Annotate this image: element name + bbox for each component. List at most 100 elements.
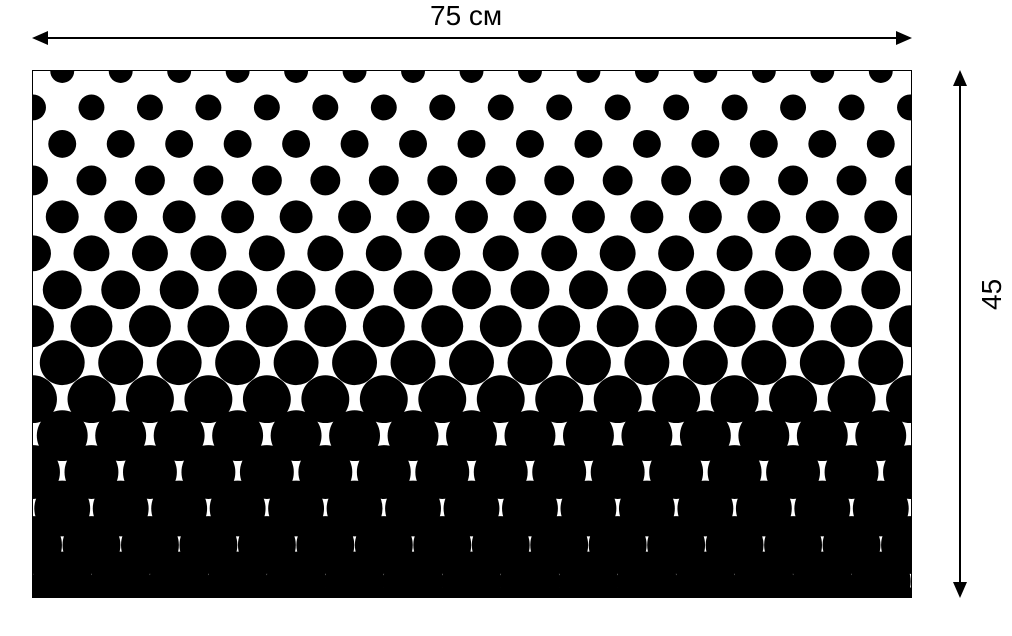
halftone-dot	[867, 130, 895, 158]
halftone-dot	[338, 200, 371, 233]
halftone-dot	[98, 340, 143, 385]
halftone-dot	[312, 95, 338, 121]
halftone-dot	[163, 200, 196, 233]
halftone-dot	[661, 165, 691, 195]
halftone-dot	[861, 270, 900, 309]
halftone-dot	[488, 95, 514, 121]
halftone-dot	[221, 200, 254, 233]
halftone-dot	[689, 200, 722, 233]
halftone-dot	[187, 305, 229, 347]
halftone-dot	[837, 165, 867, 195]
halftone-dot	[341, 130, 369, 158]
halftone-dot	[663, 95, 689, 121]
halftone-dot	[772, 305, 814, 347]
halftone-dot	[427, 165, 457, 195]
halftone-dot	[190, 235, 226, 271]
halftone-dot	[714, 305, 756, 347]
halftone-dot	[397, 200, 430, 233]
halftone-dot	[246, 305, 288, 347]
halftone-dot	[744, 270, 783, 309]
halftone-pattern	[33, 71, 911, 597]
halftone-dot	[508, 340, 553, 385]
halftone-dot	[371, 95, 397, 121]
halftone-dot	[627, 270, 666, 309]
halftone-dot	[780, 95, 806, 121]
halftone-dot	[541, 235, 577, 271]
halftone-dot	[778, 165, 808, 195]
halftone-dot	[869, 71, 893, 83]
halftone-dot	[449, 340, 494, 385]
halftone-dot	[693, 71, 717, 83]
halftone-dot	[399, 130, 427, 158]
halftone-dot	[43, 270, 82, 309]
halftone-dot	[33, 235, 51, 271]
halftone-dot	[226, 71, 250, 83]
halftone-dot	[335, 270, 374, 309]
halftone-dot	[630, 200, 663, 233]
halftone-dot	[366, 235, 402, 271]
halftone-dot	[429, 95, 455, 121]
halftone-dot	[307, 235, 343, 271]
halftone-dot	[686, 270, 725, 309]
halftone-dot	[254, 95, 280, 121]
halftone-dot	[421, 305, 463, 347]
halftone-dot	[808, 130, 836, 158]
halftone-dot	[518, 71, 542, 83]
halftone-dot	[858, 340, 903, 385]
halftone-dot	[71, 305, 113, 347]
halftone-dot	[107, 130, 135, 158]
halftone-dot	[401, 71, 425, 83]
halftone-dot	[574, 130, 602, 158]
halftone-dot	[605, 95, 631, 121]
halftone-dot	[741, 340, 786, 385]
width-dimension-arrow	[32, 28, 912, 48]
halftone-dot	[747, 200, 780, 233]
halftone-dot	[750, 130, 778, 158]
halftone-dot	[77, 165, 107, 195]
halftone-dot	[722, 95, 748, 121]
halftone-dot	[603, 165, 633, 195]
halftone-dot	[195, 95, 221, 121]
halftone-dot	[424, 235, 460, 271]
halftone-dot	[831, 305, 873, 347]
halftone-dot	[538, 305, 580, 347]
halftone-dot	[224, 130, 252, 158]
halftone-dot	[544, 165, 574, 195]
halftone-dot	[775, 235, 811, 271]
halftone-dot	[369, 165, 399, 195]
halftone-dot	[160, 270, 199, 309]
halftone-dot	[167, 71, 191, 83]
halftone-dot	[569, 270, 608, 309]
halftone-dot	[635, 71, 659, 83]
halftone-dot	[803, 270, 842, 309]
halftone-dot	[104, 200, 137, 233]
halftone-dot	[864, 200, 897, 233]
halftone-dot	[576, 71, 600, 83]
diagram-root: 75 см 45 см	[0, 0, 1012, 636]
halftone-dot	[132, 235, 168, 271]
halftone-dot	[252, 165, 282, 195]
halftone-dot	[391, 340, 436, 385]
halftone-dot	[897, 95, 911, 121]
halftone-dot	[566, 340, 611, 385]
halftone-dot	[109, 71, 133, 83]
halftone-dot	[633, 130, 661, 158]
halftone-dot	[215, 340, 260, 385]
height-dimension-label: 45 см	[976, 274, 1012, 310]
halftone-dot	[282, 130, 310, 158]
halftone-dot	[458, 130, 486, 158]
halftone-dot	[720, 165, 750, 195]
halftone-dot	[193, 165, 223, 195]
halftone-dot	[810, 71, 834, 83]
halftone-dot	[895, 165, 911, 195]
halftone-dot	[274, 340, 319, 385]
halftone-dot	[394, 270, 433, 309]
halftone-dot	[717, 235, 753, 271]
pattern-panel	[32, 70, 912, 598]
halftone-dot	[514, 200, 547, 233]
halftone-dot	[546, 95, 572, 121]
halftone-dot	[332, 340, 377, 385]
halftone-dot	[658, 235, 694, 271]
halftone-dot	[74, 235, 110, 271]
halftone-dot	[101, 270, 140, 309]
